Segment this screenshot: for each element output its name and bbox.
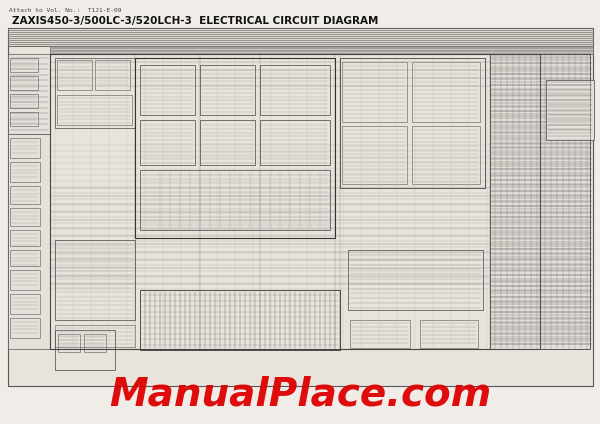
Bar xyxy=(84,334,106,352)
Bar xyxy=(8,54,50,134)
Bar xyxy=(412,62,480,122)
Bar xyxy=(10,208,40,226)
Bar xyxy=(10,162,40,182)
Bar xyxy=(200,120,255,165)
Bar xyxy=(10,186,40,204)
Bar xyxy=(10,138,40,158)
Bar xyxy=(58,334,80,352)
Bar xyxy=(420,320,478,348)
Bar xyxy=(55,330,115,370)
Bar xyxy=(412,126,480,184)
Bar xyxy=(10,230,40,246)
Bar xyxy=(55,58,135,128)
Bar xyxy=(540,54,590,349)
Bar xyxy=(10,294,40,314)
Bar xyxy=(342,126,407,184)
Bar xyxy=(200,65,255,115)
Bar xyxy=(342,62,407,122)
Bar xyxy=(490,54,590,349)
Bar xyxy=(260,65,330,115)
Bar xyxy=(8,28,593,386)
Bar xyxy=(95,60,130,90)
Bar xyxy=(135,58,335,238)
Bar xyxy=(50,54,540,349)
Bar xyxy=(140,65,195,115)
Bar xyxy=(348,250,483,310)
Bar xyxy=(57,95,132,125)
Bar xyxy=(350,320,410,348)
Bar xyxy=(140,290,340,350)
Bar xyxy=(50,46,593,54)
Bar xyxy=(546,80,594,140)
Bar xyxy=(57,60,92,90)
Text: ManualPlace.com: ManualPlace.com xyxy=(109,376,491,414)
Bar xyxy=(10,58,38,72)
Bar xyxy=(55,325,135,347)
Bar xyxy=(10,250,40,266)
Bar xyxy=(10,76,38,90)
Bar xyxy=(140,170,330,230)
Bar xyxy=(10,94,38,108)
Bar xyxy=(8,134,50,349)
Bar xyxy=(55,240,135,320)
Bar xyxy=(10,112,38,126)
Bar xyxy=(340,58,485,188)
Text: ZAXIS450-3/500LC-3/520LCH-3  ELECTRICAL CIRCUIT DIAGRAM: ZAXIS450-3/500LC-3/520LCH-3 ELECTRICAL C… xyxy=(12,16,379,26)
Bar xyxy=(10,270,40,290)
Bar xyxy=(490,54,540,349)
Text: Attach to Vol. No.:  T1J1-E-09: Attach to Vol. No.: T1J1-E-09 xyxy=(9,8,121,13)
Bar xyxy=(10,318,40,338)
Bar xyxy=(260,120,330,165)
Bar xyxy=(140,120,195,165)
Bar xyxy=(8,28,593,46)
